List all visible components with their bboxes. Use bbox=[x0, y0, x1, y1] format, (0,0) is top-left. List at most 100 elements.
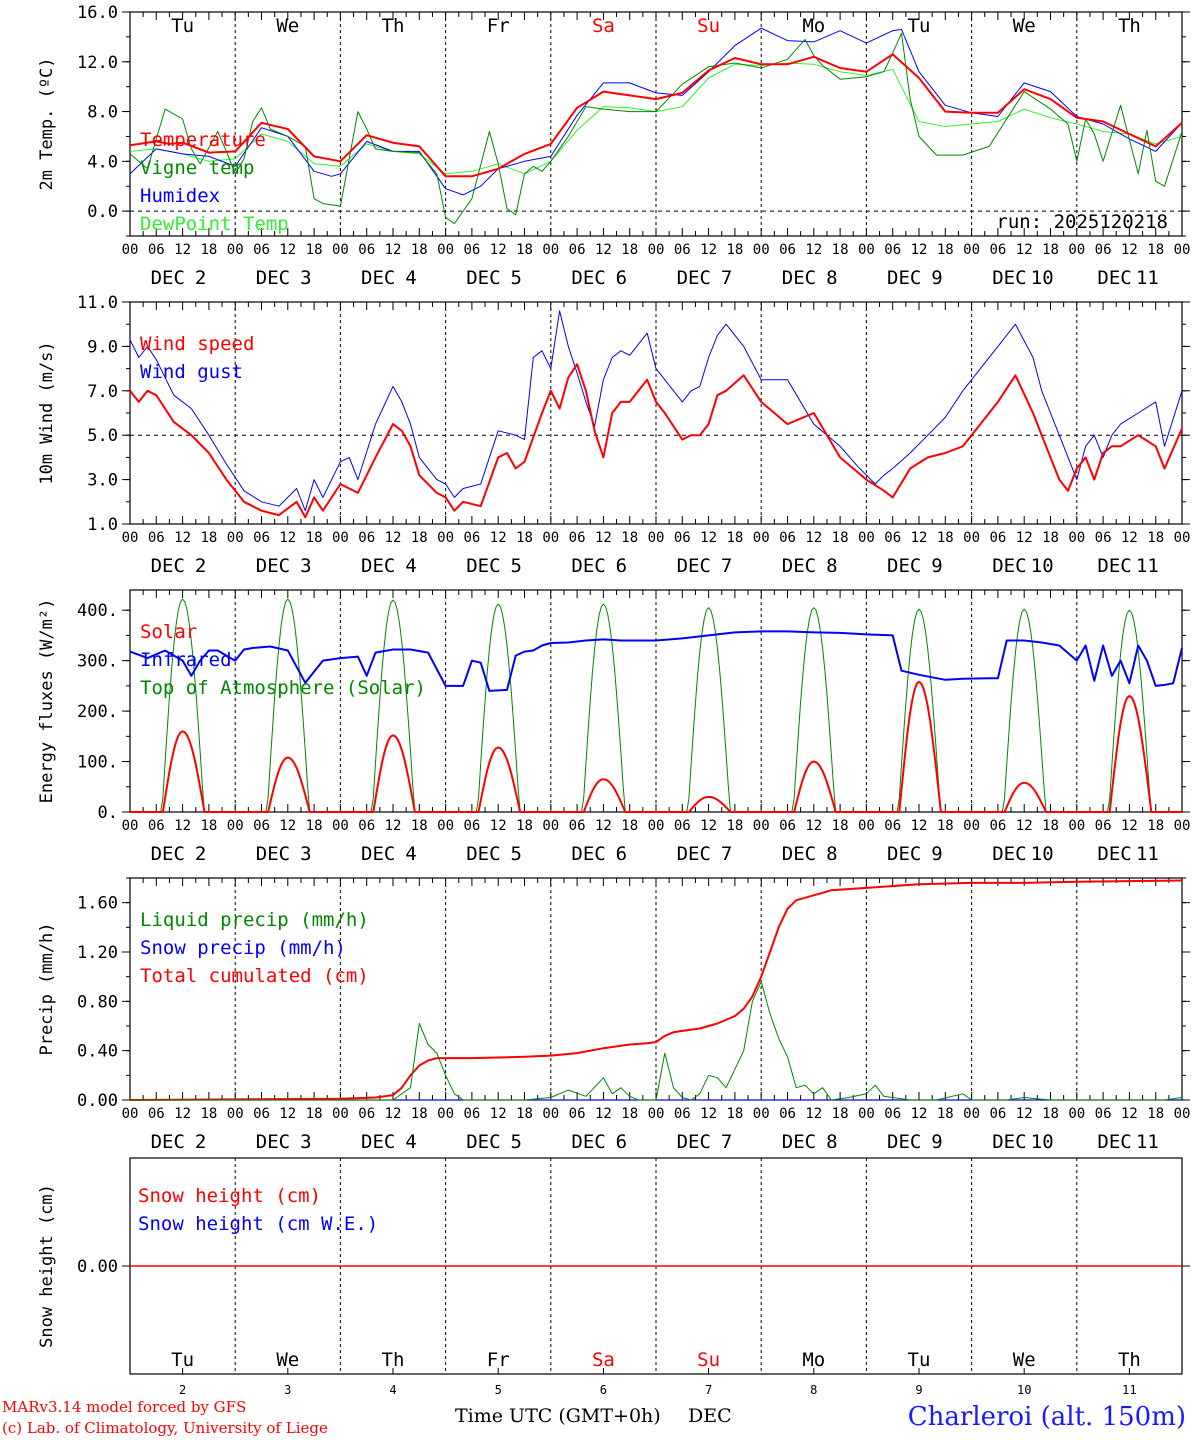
y-tick-label: 7.0 bbox=[87, 382, 118, 402]
date-day-label: 10 bbox=[1031, 1131, 1054, 1153]
y-tick-label: 1.20 bbox=[77, 943, 118, 963]
hour-tick-label: 18 bbox=[832, 242, 849, 258]
hour-tick-label: 12 bbox=[174, 818, 191, 834]
y-tick-label: 3.0 bbox=[87, 471, 118, 491]
hour-tick-label: 06 bbox=[989, 818, 1006, 834]
date-month-label: DEC bbox=[1097, 1131, 1131, 1153]
hour-tick-label: 18 bbox=[937, 1106, 954, 1122]
hour-tick-label: 00 bbox=[542, 242, 559, 258]
hour-tick-label: 06 bbox=[779, 530, 796, 546]
date-month-label: DEC bbox=[256, 267, 290, 289]
hour-tick-label: 06 bbox=[148, 530, 165, 546]
date-month-label: DEC bbox=[151, 555, 185, 577]
weekday-label: We bbox=[276, 15, 299, 37]
hour-tick-label: 18 bbox=[937, 530, 954, 546]
hour-tick-label: 00 bbox=[332, 242, 349, 258]
y-tick-label: 9.0 bbox=[87, 337, 118, 357]
legend-entry: Infrared bbox=[140, 649, 232, 671]
hour-tick-label: 12 bbox=[385, 530, 402, 546]
y-tick-label: 0. bbox=[98, 803, 118, 823]
hour-tick-label: 00 bbox=[332, 818, 349, 834]
hour-tick-label: 06 bbox=[884, 242, 901, 258]
date-month-label: DEC bbox=[466, 843, 500, 865]
y-axis-label: 10m Wind (m/s) bbox=[37, 341, 57, 484]
y-tick-label: 8.0 bbox=[87, 103, 118, 123]
date-day-label: 10 bbox=[1031, 843, 1054, 865]
hour-tick-label: 06 bbox=[358, 530, 375, 546]
weekday-label: Su bbox=[697, 1349, 720, 1371]
series-line-wind-speed bbox=[129, 363, 1183, 519]
hour-tick-label: 12 bbox=[1121, 530, 1138, 546]
hour-tick-label: 18 bbox=[832, 530, 849, 546]
hour-tick-label: 06 bbox=[989, 530, 1006, 546]
hour-tick-label: 00 bbox=[122, 1106, 139, 1122]
date-day-label: 4 bbox=[405, 1131, 416, 1153]
date-month-label: DEC bbox=[151, 843, 185, 865]
hour-tick-label: 18 bbox=[1147, 818, 1164, 834]
date-day-label: 3 bbox=[300, 267, 311, 289]
hour-tick-label: 18 bbox=[306, 530, 323, 546]
hour-tick-label: 18 bbox=[621, 818, 638, 834]
y-tick-label: 1.60 bbox=[77, 894, 118, 914]
hour-tick-label: 12 bbox=[279, 1106, 296, 1122]
hour-tick-label: 18 bbox=[1042, 1106, 1059, 1122]
hour-tick-label: 18 bbox=[200, 530, 217, 546]
hour-tick-label: 00 bbox=[648, 1106, 665, 1122]
date-day-label: 7 bbox=[721, 555, 732, 577]
hour-tick-label: 06 bbox=[674, 242, 691, 258]
hour-tick-label: 00 bbox=[122, 818, 139, 834]
date-day-label: 4 bbox=[405, 555, 416, 577]
y-axis-label: 2m Temp. (ºC) bbox=[37, 57, 57, 190]
hour-tick-label: 12 bbox=[700, 530, 717, 546]
date-day-label: 6 bbox=[616, 843, 627, 865]
y-tick-label: 0.40 bbox=[77, 1042, 118, 1062]
date-month-label: DEC bbox=[782, 843, 816, 865]
weekday-label: We bbox=[1013, 1349, 1036, 1371]
weekday-label: Fr bbox=[487, 1349, 510, 1371]
hour-tick-label: 18 bbox=[411, 242, 428, 258]
hour-tick-label: 12 bbox=[279, 242, 296, 258]
hour-tick-label: 00 bbox=[648, 242, 665, 258]
hour-tick-label: 00 bbox=[753, 1106, 770, 1122]
legend-entry: Snow height (cm W.E.) bbox=[138, 1213, 378, 1235]
hour-tick-label: 06 bbox=[989, 242, 1006, 258]
y-tick-label: 0.0 bbox=[87, 202, 118, 222]
y-tick-label: 1.0 bbox=[87, 515, 118, 535]
date-day-label: 7 bbox=[721, 1131, 732, 1153]
date-month-label: DEC bbox=[1097, 843, 1131, 865]
legend-entry: DewPoint Temp bbox=[140, 213, 289, 235]
hour-tick-label: 18 bbox=[621, 530, 638, 546]
date-month-label: DEC bbox=[1097, 267, 1131, 289]
hour-tick-label: 18 bbox=[411, 818, 428, 834]
panel-frame-0 bbox=[129, 11, 1183, 237]
hour-tick-label: 00 bbox=[858, 530, 875, 546]
hour-tick-label: 12 bbox=[595, 530, 612, 546]
series-line-total-cumulated-cm- bbox=[129, 879, 1183, 1101]
weekday-label: Tu bbox=[908, 1349, 931, 1371]
legend-entry: Temperature bbox=[140, 129, 266, 151]
hour-tick-label: 00 bbox=[858, 1106, 875, 1122]
date-month-label: DEC bbox=[887, 1131, 921, 1153]
date-month-label: DEC bbox=[992, 843, 1026, 865]
date-month-label: DEC bbox=[151, 1131, 185, 1153]
hour-tick-label: 18 bbox=[1042, 818, 1059, 834]
legend-entry: Wind gust bbox=[140, 361, 243, 383]
weekday-label: Sa bbox=[592, 1349, 615, 1371]
hour-tick-label: 12 bbox=[490, 818, 507, 834]
y-tick-label: 200. bbox=[77, 702, 118, 722]
y-axis-label: Snow height (cm) bbox=[37, 1184, 57, 1348]
date-month-label: DEC bbox=[992, 555, 1026, 577]
hour-tick-label: 12 bbox=[1121, 818, 1138, 834]
hour-tick-label: 12 bbox=[174, 1106, 191, 1122]
weekday-label: Th bbox=[1118, 1349, 1141, 1371]
hour-tick-label: 12 bbox=[279, 818, 296, 834]
date-day-label: 11 bbox=[1136, 267, 1159, 289]
date-number-label: 10 bbox=[1017, 1383, 1031, 1397]
date-day-label: 3 bbox=[300, 555, 311, 577]
hour-tick-label: 06 bbox=[253, 1106, 270, 1122]
date-day-label: 8 bbox=[826, 555, 837, 577]
hour-tick-label: 00 bbox=[122, 530, 139, 546]
date-number-label: 8 bbox=[810, 1383, 817, 1397]
hour-tick-label: 06 bbox=[989, 1106, 1006, 1122]
